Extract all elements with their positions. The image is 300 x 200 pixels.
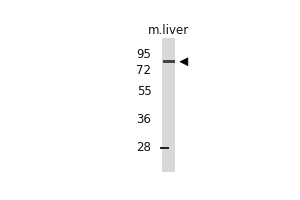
Text: 72: 72 bbox=[136, 64, 152, 77]
Text: 95: 95 bbox=[136, 48, 152, 61]
Text: 28: 28 bbox=[136, 141, 152, 154]
Text: 36: 36 bbox=[136, 113, 152, 126]
Text: 55: 55 bbox=[137, 85, 152, 98]
Bar bbox=[160, 147, 169, 149]
Bar bbox=[163, 60, 175, 63]
Bar bbox=[163, 38, 175, 172]
Text: m.liver: m.liver bbox=[148, 24, 190, 37]
